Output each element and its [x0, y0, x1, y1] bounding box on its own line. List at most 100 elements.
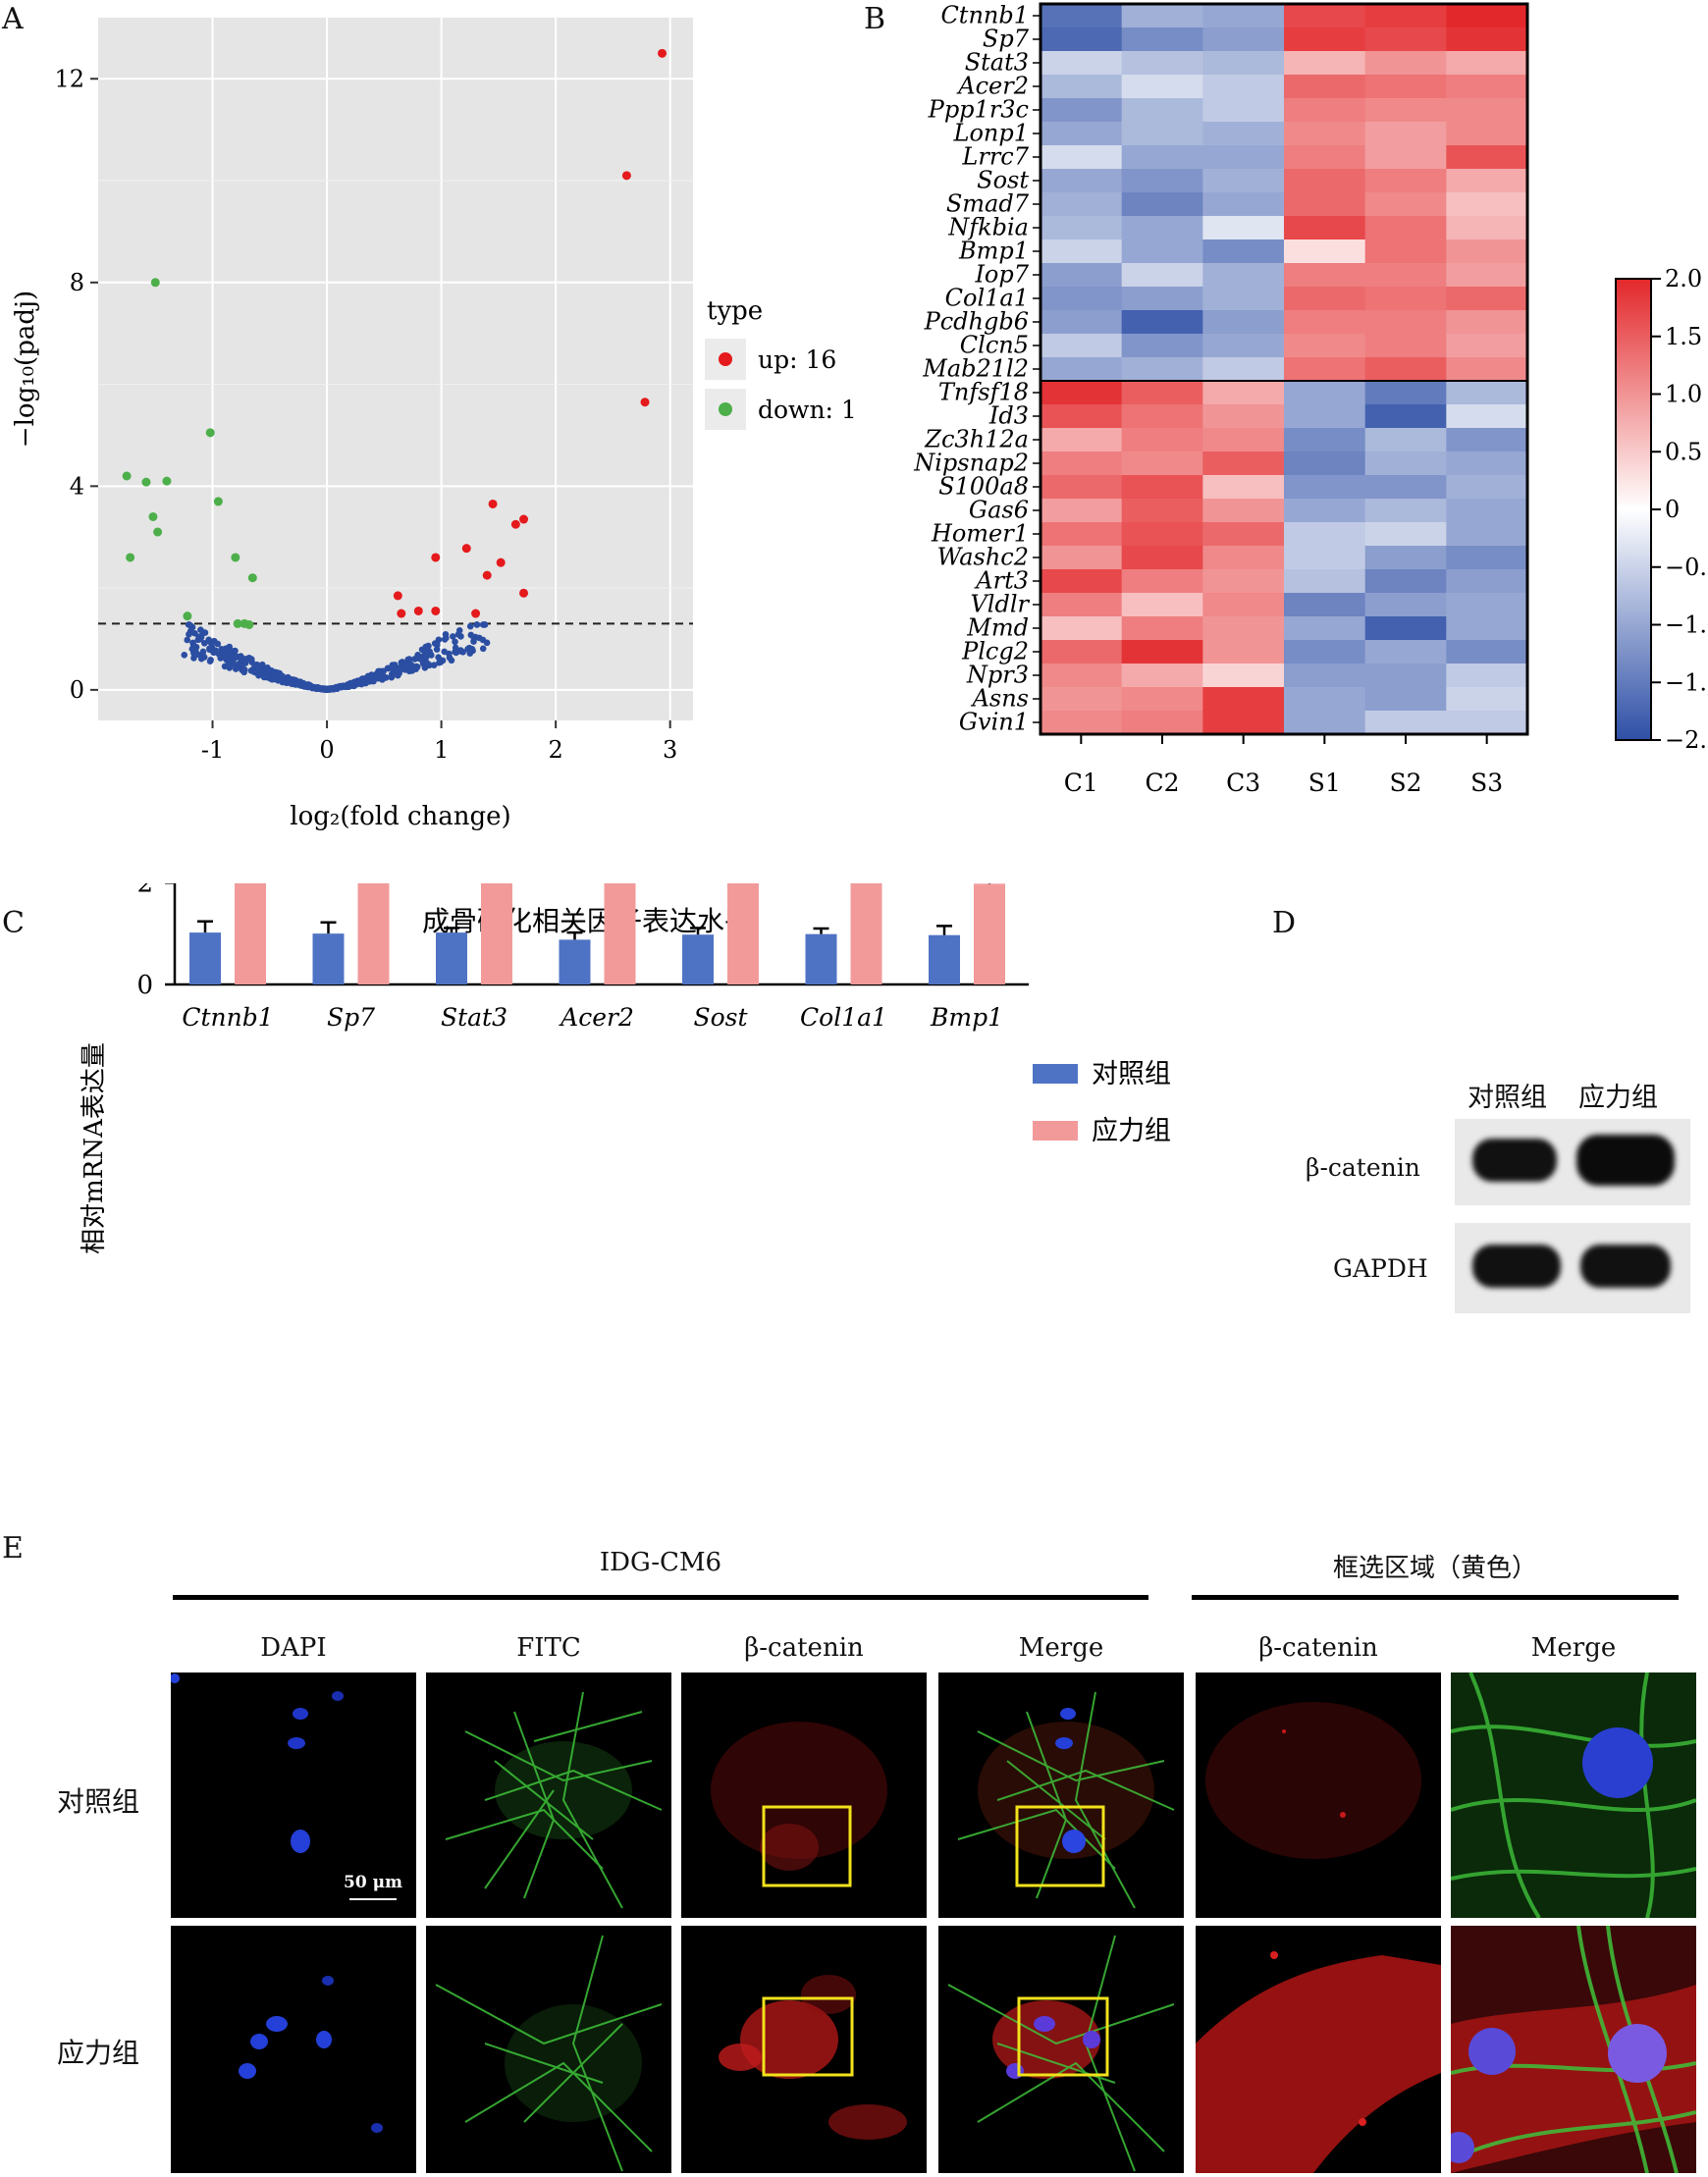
heatmap-cell	[1041, 711, 1123, 735]
legend-down-marker	[719, 402, 732, 416]
tick-label-x: 2	[549, 736, 563, 764]
heatmap-cell	[1364, 169, 1447, 193]
point-up	[519, 514, 529, 524]
image-control-dapi: 50 μm	[171, 1673, 416, 1918]
point-ns	[210, 637, 218, 645]
heatmap-cell	[1446, 122, 1528, 146]
heatmap-cell	[1284, 664, 1366, 688]
colorbar-tick-label: 0	[1665, 496, 1680, 523]
heatmap-cell	[1121, 27, 1203, 52]
point-ns	[402, 663, 410, 669]
bar-chart: 成骨矿化相关因子表达水平 相对mRNA表达量 0246 ******* Ctnn…	[80, 883, 1171, 1254]
heatmap-cell	[1446, 475, 1528, 500]
scale-bar	[349, 1898, 397, 1900]
heatmap-cell	[1202, 357, 1285, 382]
colorbar-tick-label: 2.0	[1665, 265, 1702, 292]
heatmap-cell	[1446, 428, 1528, 452]
point-ns	[368, 671, 375, 678]
heatmap-row-label: Mab21l2	[922, 355, 1029, 383]
wb-band-catenin-control	[1472, 1139, 1557, 1182]
legend-up-marker	[719, 352, 732, 366]
point-ns	[396, 667, 403, 674]
heatmap-cell	[1446, 357, 1528, 382]
heatmap-cell	[1364, 451, 1447, 476]
point-down	[183, 611, 192, 621]
point-ns	[227, 654, 235, 662]
legend-up-label: up: 16	[758, 345, 836, 374]
group-label-zoom: 框选区域（黄色）	[1332, 1554, 1537, 1583]
heatmap-cell	[1121, 593, 1203, 617]
heatmap-cell	[1284, 640, 1366, 664]
legend-stress-label: 应力组	[1092, 1116, 1171, 1146]
point-down	[205, 428, 215, 438]
heatmap-cell	[1121, 711, 1203, 735]
point-ns	[455, 648, 463, 655]
heatmap-cell	[1041, 451, 1123, 476]
colorbar-tick-label: 1.0	[1665, 381, 1702, 408]
heatmap-cell	[1284, 428, 1366, 452]
heatmap-cell	[1446, 169, 1528, 193]
heatmap-cell	[1202, 239, 1285, 264]
point-ns	[433, 646, 441, 653]
point-up	[431, 553, 441, 562]
heatmap-row-label: Sost	[977, 167, 1029, 194]
heatmap-row-label: Washc2	[937, 544, 1029, 571]
heatmap-row-label: Homer1	[931, 520, 1029, 548]
heatmap-cell	[1202, 640, 1285, 664]
point-ns	[205, 636, 212, 644]
point-ns	[481, 621, 489, 628]
heatmap-cell	[1446, 640, 1528, 664]
heatmap-cell	[1121, 145, 1203, 170]
heatmap-cell	[1041, 357, 1123, 382]
point-ns	[319, 685, 327, 692]
heatmap-cell	[1121, 522, 1203, 547]
bar	[189, 932, 221, 984]
heatmap-cell	[1364, 51, 1447, 76]
heatmap-row-label: Mmd	[966, 614, 1029, 642]
heatmap-row-label: Nipsnap2	[913, 450, 1029, 477]
point-up	[431, 606, 441, 615]
heatmap-cell	[1284, 546, 1366, 570]
heatmap-cell	[1364, 546, 1447, 570]
legend-stress-swatch	[1033, 1121, 1078, 1141]
heatmap-row-label: Art3	[974, 567, 1029, 595]
bar	[357, 883, 390, 984]
bar	[805, 933, 837, 984]
y-tick-label: 0	[136, 971, 153, 1000]
heatmap-cell	[1446, 51, 1528, 76]
heatmap-cell	[1202, 381, 1285, 405]
point-ns	[197, 634, 205, 641]
heatmap-column-label: S2	[1389, 769, 1421, 797]
heatmap-cell	[1202, 27, 1285, 52]
heatmap-cell	[1121, 98, 1203, 123]
panel-label-a: A	[2, 2, 24, 36]
heatmap-cell	[1121, 287, 1203, 311]
point-ns	[382, 674, 390, 681]
heatmap-cell	[1041, 27, 1123, 52]
image-control-catenin	[681, 1673, 927, 1918]
heatmap-row-label: Vldlr	[970, 591, 1030, 618]
image-control-merge	[938, 1673, 1184, 1918]
heatmap-cell	[1121, 310, 1203, 335]
colorbar-ticks: 2.0 1.5 1.0 0.5 0 −0.5 −1.0 −1.5 −2.0	[1651, 265, 1708, 754]
heatmap-cell	[1202, 98, 1285, 123]
bar	[974, 883, 1005, 984]
wb-band-gapdh-control	[1472, 1245, 1561, 1288]
heatmap-cell	[1364, 192, 1447, 217]
heatmap-cell	[1202, 216, 1285, 240]
heatmap-cell	[1364, 640, 1447, 664]
heatmap-cell	[1202, 334, 1285, 358]
image-control-zoom-catenin	[1196, 1673, 1441, 1918]
tick-label-y: 12	[54, 65, 84, 92]
tick-label-x: 1	[434, 736, 449, 764]
colorbar	[1615, 278, 1652, 741]
heatmap-cell	[1041, 404, 1123, 429]
point-up	[640, 398, 650, 407]
heatmap-cell	[1202, 711, 1285, 735]
roi-box	[1015, 1805, 1105, 1887]
heatmap-cell	[1284, 98, 1366, 123]
heatmap-cell	[1121, 381, 1203, 405]
point-ns	[239, 666, 246, 673]
col-header-zoom-catenin: β-catenin	[1258, 1633, 1378, 1663]
point-ns	[207, 657, 214, 664]
